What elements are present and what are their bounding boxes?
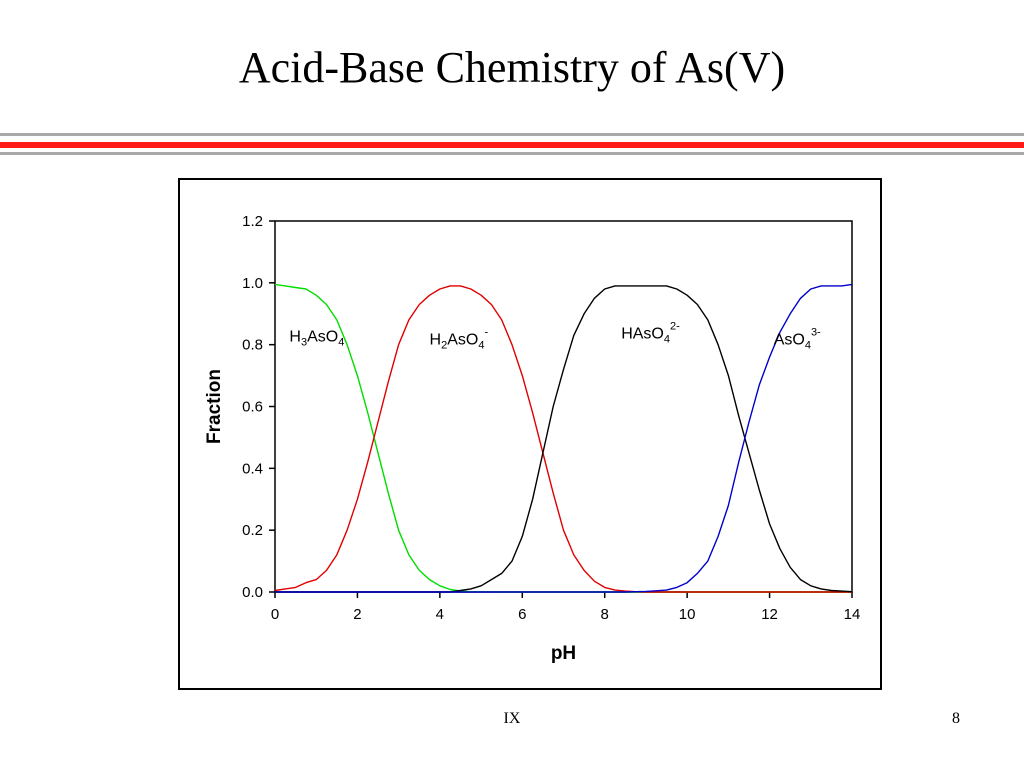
x-axis-title: pH: [551, 643, 576, 664]
y-tick-label: 1.0: [242, 275, 263, 292]
series-line-3: [275, 283, 853, 593]
species-label-mid: AsO: [447, 332, 478, 349]
slide-title: Acid-Base Chemistry of As(V): [238, 43, 786, 92]
species-label-sub2: 4: [338, 337, 344, 349]
chart-labels: H3AsO4 H2AsO4- HAsO42-AsO43-: [289, 320, 821, 351]
divider-gray-bottom: [0, 152, 1024, 155]
species-label-base: H: [430, 332, 442, 349]
x-tick-label: 2: [353, 606, 361, 623]
divider-gray-top: [0, 133, 1024, 136]
divider-red: [0, 142, 1024, 148]
y-tick-label: 1.2: [242, 213, 263, 230]
species-label-sub1: 3: [301, 337, 307, 349]
species-label-mid: AsO: [774, 332, 805, 349]
page-number: 8: [952, 710, 960, 727]
x-tick-label: 8: [601, 606, 609, 623]
x-tick-label: 0: [271, 606, 279, 623]
footer-section-label: IX: [503, 710, 521, 727]
species-label-sup: -: [484, 327, 488, 339]
series-line-1: [274, 285, 852, 593]
y-tick-label: 0.8: [242, 337, 263, 354]
species-label-mid: HAsO: [621, 325, 664, 342]
speciation-chart: 0.0 0.2 0.4 0.6 0.8 1.0 1.2 0 2 4 6 8 10 12 14 pH Fracti…: [204, 213, 860, 664]
x-tick-label: 4: [436, 606, 444, 623]
series-line-2: [275, 285, 853, 593]
plot-area-border: [274, 220, 853, 593]
y-axis-title: Fraction: [204, 369, 225, 444]
x-tick-label: 6: [518, 606, 526, 623]
x-tick-label: 14: [844, 606, 861, 623]
species-label-sup: 3-: [811, 327, 821, 339]
species-label-mid: AsO: [307, 329, 338, 346]
chart-series: [274, 283, 853, 593]
species-label-1: H2AsO4-: [430, 327, 489, 352]
species-label-sub2: 4: [664, 333, 670, 345]
species-label-sup: 2-: [670, 320, 680, 332]
species-label-0: H3AsO4: [289, 329, 344, 349]
y-tick-label: 0.6: [242, 399, 263, 416]
y-tick-label: 0.4: [242, 460, 263, 477]
chart-axes: 0.0 0.2 0.4 0.6 0.8 1.0 1.2 0 2 4 6 8 10 12 14 pH Fracti…: [204, 213, 860, 664]
x-tick-label: 10: [679, 606, 696, 623]
species-label-sub1: 2: [441, 340, 447, 352]
species-label-sub2: 4: [805, 340, 811, 352]
x-tick-label: 12: [761, 606, 778, 623]
species-label-3: AsO43-: [774, 327, 821, 352]
species-label-base: H: [289, 329, 301, 346]
species-label-sub2: 4: [478, 340, 484, 352]
y-tick-label: 0.0: [242, 584, 263, 601]
chart-frame: 0.0 0.2 0.4 0.6 0.8 1.0 1.2 0 2 4 6 8 10 12 14 pH Fracti…: [178, 178, 882, 690]
species-label-2: HAsO42-: [621, 320, 680, 345]
y-tick-label: 0.2: [242, 522, 263, 539]
series-line-0: [274, 283, 852, 593]
